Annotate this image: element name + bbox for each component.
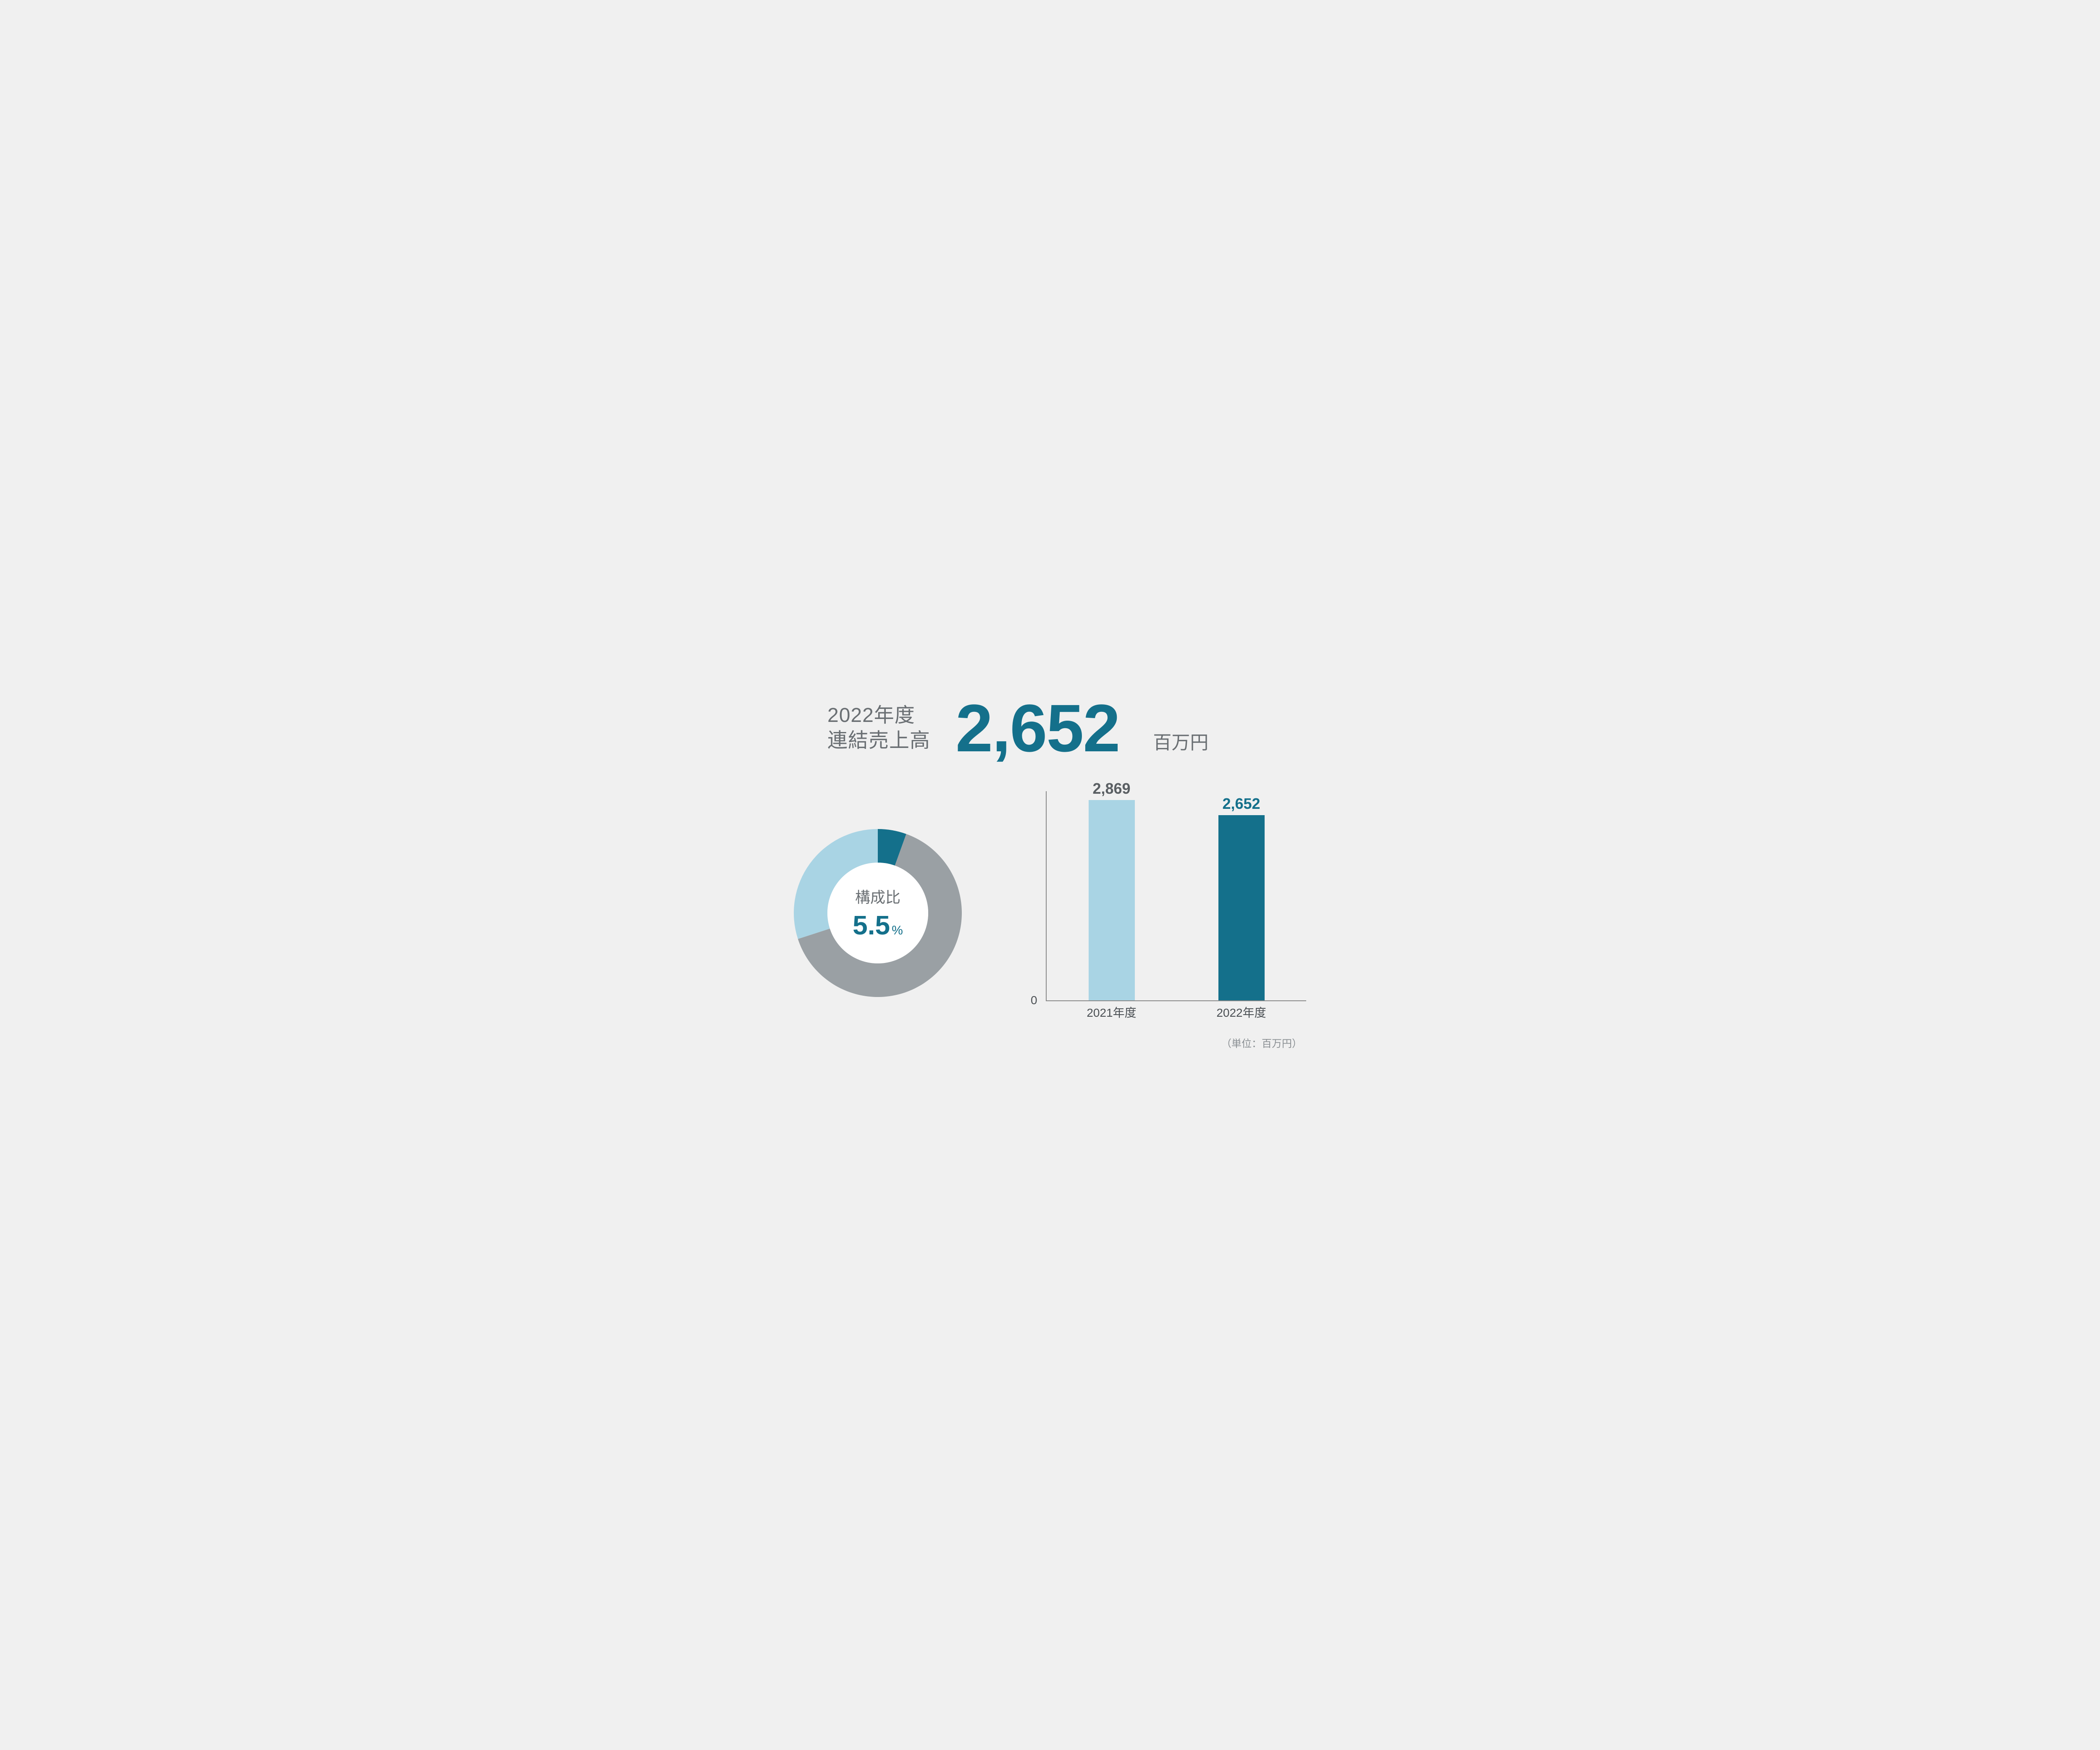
- headline-unit: 百万円: [1153, 727, 1208, 762]
- donut-center: 構成比 5.5%: [785, 821, 970, 1005]
- bar-plot-area: 2,8692021年度2,6522022年度: [1046, 791, 1306, 1001]
- bar-slot: 2,6522022年度: [1176, 791, 1306, 1000]
- donut-center-suffix: %: [892, 924, 903, 937]
- bar-slot: 2,8692021年度: [1047, 791, 1176, 1000]
- headline-label-line2: 連結売上高: [827, 728, 930, 753]
- infographic-canvas: 2022年度 連結売上高 2,652 百万円 構成比 5.5% 2,869202…: [735, 665, 1365, 1085]
- bar: 2,652: [1218, 815, 1265, 1000]
- bar-x-label: 2022年度: [1176, 1000, 1306, 1021]
- bar-x-label: 2021年度: [1047, 1000, 1176, 1021]
- bar-unit-note: （単位：百万円）: [1221, 1035, 1302, 1050]
- donut-center-number: 5.5: [853, 910, 890, 940]
- headline-label-line1: 2022年度: [827, 703, 930, 728]
- donut-center-value: 5.5%: [853, 910, 903, 941]
- donut-chart: 構成比 5.5%: [785, 821, 970, 1005]
- bar-zero-label: 0: [1031, 994, 1037, 1007]
- bar-chart: 2,8692021年度2,6522022年度 0 （単位：百万円）: [1021, 791, 1306, 1026]
- bar-value-label: 2,869: [1089, 780, 1135, 798]
- bar-value-label: 2,652: [1218, 795, 1265, 813]
- headline-labels: 2022年度 連結売上高: [827, 703, 930, 753]
- headline-row: 2022年度 連結売上高 2,652 百万円: [827, 695, 1315, 762]
- headline-value: 2,652: [956, 695, 1119, 762]
- bar: 2,869: [1089, 800, 1135, 1000]
- donut-center-label: 構成比: [855, 885, 900, 907]
